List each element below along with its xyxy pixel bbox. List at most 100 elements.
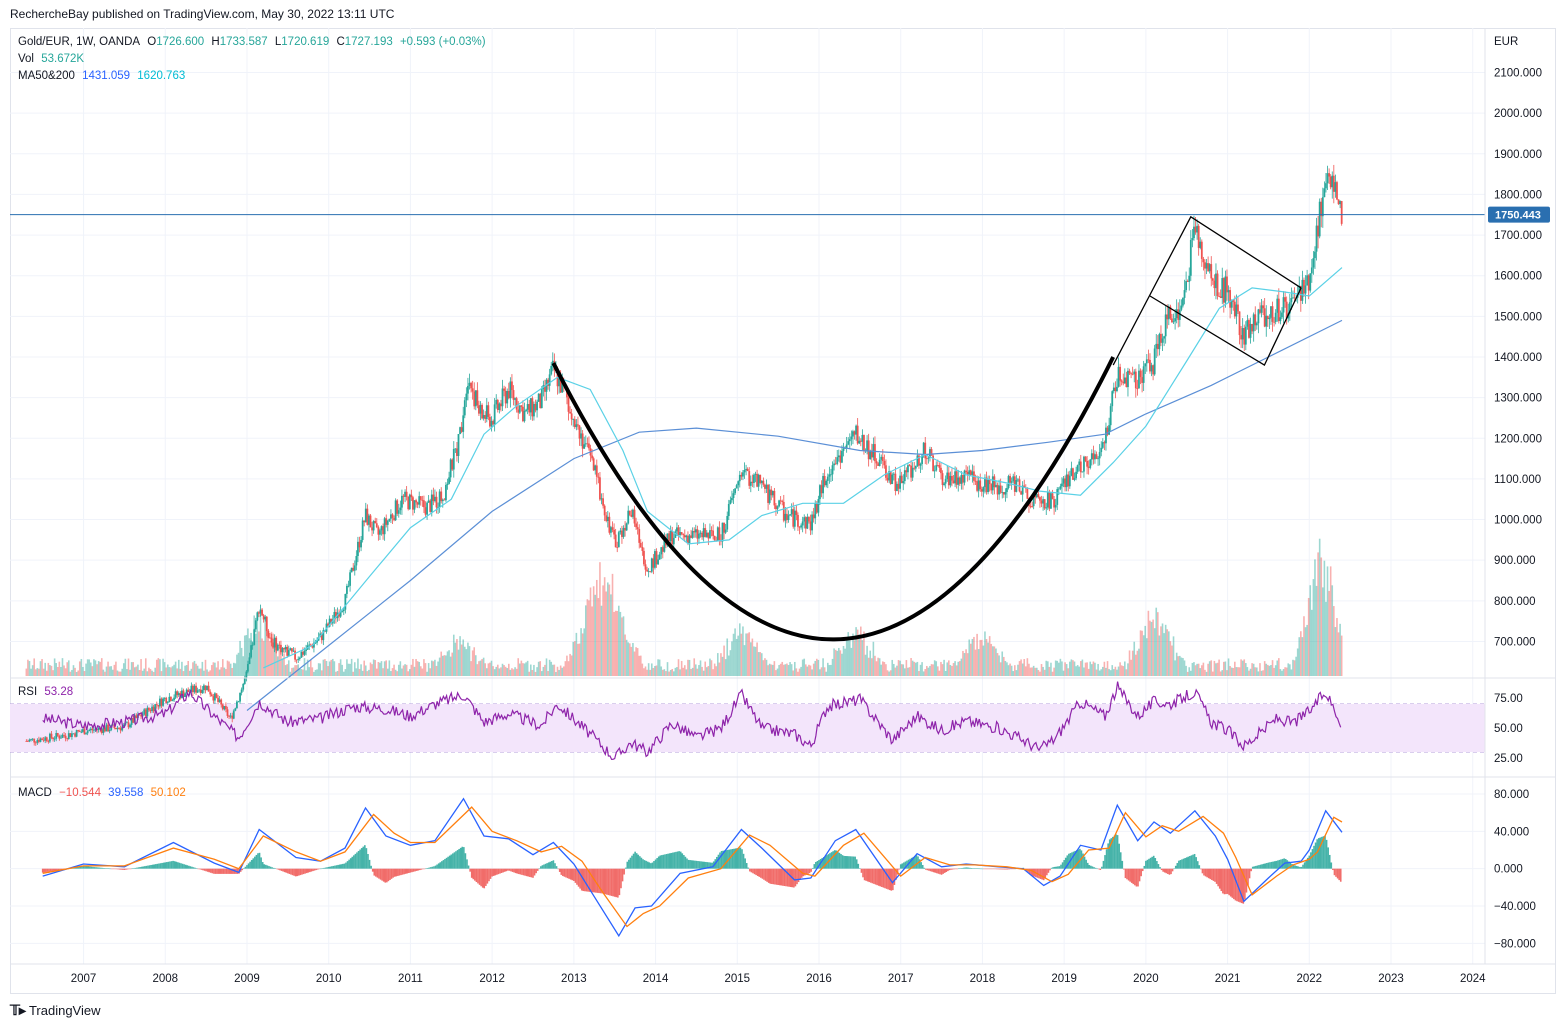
- volume-bar: [833, 648, 835, 676]
- footer-brand[interactable]: TradingView: [28, 1003, 101, 1018]
- macd-hist-bar: [249, 861, 251, 869]
- flag-channel-lower: [1149, 287, 1302, 367]
- symbol-label[interactable]: Gold/EUR, 1W, OANDA: [18, 36, 141, 48]
- volume-bar: [959, 661, 961, 676]
- macd-hist-bar: [205, 868, 207, 872]
- candle-body: [256, 612, 259, 621]
- candle-body: [1238, 311, 1241, 336]
- candle-body: [617, 532, 620, 548]
- volume-bar: [1122, 666, 1125, 676]
- candle-body: [881, 456, 884, 462]
- candle-body: [731, 498, 733, 501]
- ma200-value: 1620.763: [137, 70, 186, 82]
- candle-body: [1232, 300, 1235, 302]
- macd-hist-bar: [705, 861, 707, 869]
- volume-bar: [935, 661, 938, 676]
- candle-body: [605, 515, 608, 521]
- volume-bar: [1306, 624, 1308, 676]
- candle-body: [572, 419, 575, 421]
- macd-hist-bar: [125, 868, 127, 870]
- volume-bar: [132, 662, 135, 676]
- candle-body: [525, 409, 527, 411]
- volume-bar: [1050, 662, 1052, 676]
- volume-bar: [80, 658, 83, 676]
- volume-bar: [1153, 628, 1156, 676]
- volume-bar: [836, 650, 839, 676]
- volume-bar: [283, 653, 285, 676]
- macd-hist-bar: [208, 868, 211, 873]
- macd-hist-bar: [189, 866, 192, 869]
- candle-body: [434, 496, 436, 502]
- candle-body: [1013, 476, 1016, 492]
- macd-hist-bar: [518, 868, 520, 875]
- volume-bar: [1139, 630, 1142, 676]
- candle-body: [399, 507, 402, 511]
- candle-body: [976, 481, 978, 491]
- volume-bar: [1021, 663, 1024, 676]
- volume-bar: [294, 665, 296, 676]
- volume-bar: [1083, 667, 1085, 676]
- macd-hist-bar: [678, 851, 680, 869]
- volume-bar: [1219, 671, 1222, 676]
- candle-body: [1213, 280, 1216, 289]
- candle-body: [1290, 298, 1293, 303]
- volume-bar: [1084, 662, 1087, 676]
- volume-bar: [926, 665, 928, 676]
- volume-bar: [193, 660, 196, 676]
- candle-body: [456, 448, 458, 456]
- macd-hist-bar: [951, 868, 954, 870]
- macd-hist-bar: [543, 864, 545, 869]
- macd-hist-bar: [1068, 853, 1070, 869]
- candle-body: [858, 440, 861, 444]
- volume-bar: [192, 662, 194, 676]
- volume-bar: [1160, 626, 1162, 676]
- candle-body: [870, 450, 873, 458]
- macd-hist-bar: [909, 858, 911, 869]
- candle-body: [732, 493, 735, 499]
- volume-bar: [960, 658, 963, 676]
- macd-hist-bar: [478, 868, 481, 885]
- candle-body: [441, 499, 444, 502]
- volume-bar: [371, 664, 373, 676]
- volume-bar: [764, 658, 766, 676]
- candle-body: [613, 529, 615, 535]
- volume-bar: [137, 664, 139, 676]
- volume-bar: [397, 664, 400, 676]
- candle-body: [903, 470, 906, 482]
- macd-tick-label: 0.000: [1494, 864, 1523, 876]
- macd-hist-bar: [81, 866, 83, 869]
- volume-bar: [867, 657, 870, 676]
- macd-hist-bar: [1196, 861, 1199, 869]
- macd-hist-bar: [228, 868, 231, 874]
- candle-body: [852, 431, 854, 437]
- macd-hist-bar: [681, 853, 684, 869]
- macd-hist-bar: [195, 868, 198, 869]
- volume-bar: [878, 658, 881, 676]
- macd-hist-bar: [486, 868, 489, 884]
- macd-hist-bar: [269, 866, 272, 869]
- candle-body: [383, 518, 386, 535]
- volume-bar: [144, 658, 147, 676]
- volume-bar: [599, 562, 601, 676]
- macd-hist-bar: [177, 862, 179, 869]
- candle-body: [624, 527, 626, 531]
- macd-hist-bar: [392, 868, 394, 878]
- macd-hist-bar: [1297, 866, 1300, 869]
- volume-bar: [938, 670, 941, 676]
- volume-bar: [1034, 667, 1037, 676]
- volume-bar: [894, 667, 897, 676]
- candle-body: [412, 497, 414, 510]
- candle-body: [231, 715, 234, 719]
- macd-hist-bar: [307, 868, 310, 873]
- candle-body: [705, 532, 708, 537]
- candle-body: [144, 709, 147, 717]
- macd-hist-bar: [354, 853, 357, 869]
- macd-hist-bar: [227, 868, 229, 874]
- macd-hist-bar: [1182, 858, 1185, 869]
- candle-body: [845, 444, 848, 449]
- volume-bar: [1328, 590, 1330, 676]
- volume-bar: [995, 648, 997, 676]
- macd-hist-bar: [466, 859, 468, 869]
- time-tick-label: 2014: [643, 973, 669, 985]
